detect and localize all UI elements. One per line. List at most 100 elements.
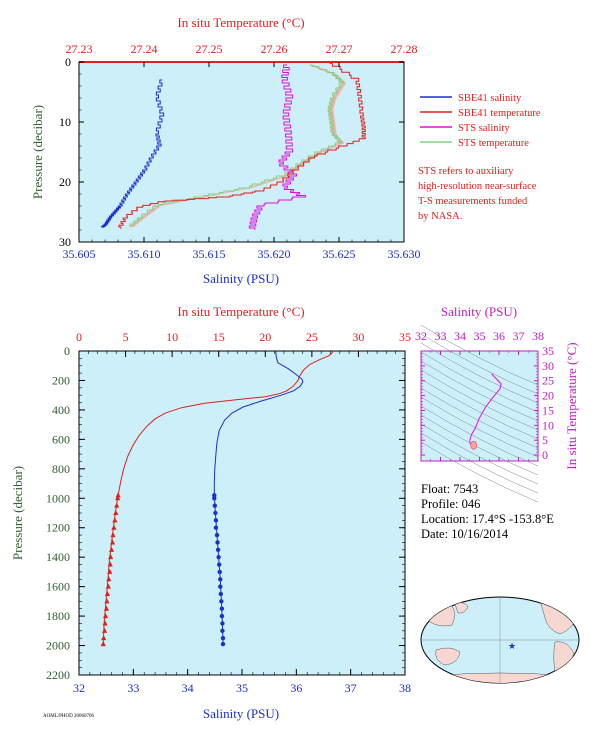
ts-density-isoline: [420, 387, 539, 449]
top-salinity-tick-label: 35.605: [63, 247, 96, 261]
top-temperature-tick-label: 27.24: [131, 42, 158, 56]
ts-series: [420, 324, 539, 503]
top-salinity-tick-label: 35.610: [128, 247, 161, 261]
salinity-sample-marker: [219, 613, 225, 619]
main-series: [100, 350, 334, 647]
main-temperature-tick-label: 15: [213, 330, 225, 344]
profile-date: Date: 10/16/2014: [421, 527, 509, 541]
ts-density-isoline: [420, 369, 539, 431]
footer-text: AOML/PHOD 20060706: [43, 714, 94, 719]
temperature-sample-marker: [108, 554, 114, 560]
top-salinity-axis-title: Salinity (PSU): [203, 271, 279, 286]
main-temperature-axis-title: In situ Temperature (°C): [177, 304, 304, 319]
main-salinity-tick-label: 35: [236, 681, 248, 695]
salinity-sample-marker: [212, 496, 217, 501]
sts-temperature-band: [128, 65, 347, 227]
legend: SBE41 salinity SBE41 temperature STS sal…: [420, 93, 541, 149]
profile-number: Profile: 046: [421, 497, 480, 511]
legend-label-sbe41-salinity: SBE41 salinity: [458, 93, 522, 104]
float-location: Location: 17.4°S -153.8°E: [421, 512, 554, 526]
float-position-marker-icon: ★: [508, 641, 516, 651]
ts-temperature-tick-label: 35: [542, 344, 554, 358]
ts-salinity-axis-title: Salinity (PSU): [441, 304, 517, 319]
salinity-sample-marker: [216, 554, 221, 560]
main-temperature-tick-label: 35: [399, 330, 411, 344]
temperature-sample-marker: [115, 492, 121, 498]
main-pressure-tick-label: 1800: [46, 609, 70, 623]
salinity-sample-marker: [213, 525, 219, 530]
top-salinity-tick-label: 35.620: [258, 247, 291, 261]
temperature-sample-marker: [103, 605, 110, 611]
ts-salinity-tick-label: 36: [493, 329, 505, 343]
salinity-sample-marker: [219, 606, 225, 611]
temperature-sample-marker: [114, 502, 120, 508]
main-pressure-tick-label: 600: [52, 432, 70, 446]
top-pressure-tick-label: 0: [65, 55, 71, 69]
salinity-sample-marker: [220, 635, 226, 641]
main-pressure-tick-label: 0: [64, 344, 70, 358]
note-line-4: by NASA.: [418, 211, 462, 222]
main-pressure-tick-label: 1200: [46, 521, 70, 535]
top-salinity-tick-label: 35.630: [388, 247, 421, 261]
ts-density-isoline: [420, 333, 539, 395]
salinity-sample-marker: [213, 510, 218, 516]
main-temperature-tick-label: 25: [306, 330, 318, 344]
main-salinity-tick-label: 36: [290, 681, 302, 695]
main-temperature-tick-label: 20: [259, 330, 271, 344]
ts-deep-cluster: [470, 440, 478, 450]
temperature-sample-marker: [100, 641, 106, 647]
temperature-sample-marker: [112, 517, 118, 523]
temperature-sample-marker: [109, 539, 116, 545]
main-salinity-tick-label: 38: [399, 681, 411, 695]
ts-density-isoline: [420, 396, 539, 458]
salinity-sample-marker: [220, 621, 225, 626]
main-pressure-tick-label: 400: [52, 403, 70, 417]
main-salinity-tick-label: 32: [73, 681, 85, 695]
main-pressure-tick-label: 2000: [46, 639, 70, 653]
main-salinity-tick-label: 37: [345, 681, 357, 695]
temperature-sample-marker: [109, 546, 115, 552]
ts-density-isoline: [420, 351, 539, 413]
ts-salinity-tick-label: 35: [474, 329, 486, 343]
ts-temperature-tick-label: 10: [542, 418, 554, 432]
main-panel: 0 5 10 15 20 25 30 35 32 33 34 35 36 37 38 0 200 400 600 80…: [10, 304, 411, 721]
salinity-sample-marker: [212, 503, 218, 508]
top-pressure-tick-label: 20: [59, 175, 71, 189]
ts-density-isoline: [420, 405, 539, 467]
temperature-sample-marker: [115, 495, 121, 501]
main-pressure-tick-label: 200: [52, 373, 70, 387]
main-temperature-tick-label: 5: [123, 330, 129, 344]
ts-temperature-tick-label: 0: [542, 448, 548, 462]
ts-density-isoline: [420, 441, 539, 503]
main-salinity-tick-label: 34: [182, 681, 194, 695]
ts-temperature-axis-title: In situ Temperature (°C): [564, 342, 579, 469]
main-pressure-axis-title: Pressure (decibar): [10, 466, 25, 560]
top-temperature-tick-label: 27.27: [326, 42, 353, 56]
main-temperature-tick-label: 30: [352, 330, 364, 344]
float-info: Float: 7543 Profile: 046 Location: 17.4°…: [421, 482, 554, 541]
top-plot-area: [78, 61, 405, 243]
temperature-sample-marker: [104, 598, 110, 604]
main-pressure-tick-label: 1400: [46, 550, 70, 564]
top-temperature-tick-label: 27.23: [66, 42, 93, 56]
map-land-australia: [435, 647, 461, 666]
ts-temperature-tick-label: 30: [542, 359, 554, 373]
temperature-sample-marker: [102, 613, 109, 619]
ts-salinity-tick-label: 32: [415, 329, 427, 343]
salinity-sample-marker: [215, 540, 220, 545]
ts-salinity-tick-label: 34: [454, 329, 466, 343]
salinity-sample-marker: [217, 569, 222, 575]
ts-density-isoline: [420, 378, 539, 440]
note-line-1: STS refers to auxiliary: [418, 166, 514, 177]
ts-density-isoline: [420, 414, 539, 476]
temperature-sample-marker: [105, 583, 111, 589]
main-salinity-axis-title: Salinity (PSU): [203, 706, 279, 721]
world-map: ★: [420, 596, 580, 684]
main-salinity-tick-label: 33: [127, 681, 139, 695]
salinity-sample-marker: [218, 577, 223, 582]
salinity-sample-marker: [216, 562, 222, 567]
legend-label-sbe41-temperature: SBE41 temperature: [458, 108, 541, 119]
top-pressure-tick-label: 10: [59, 115, 71, 129]
